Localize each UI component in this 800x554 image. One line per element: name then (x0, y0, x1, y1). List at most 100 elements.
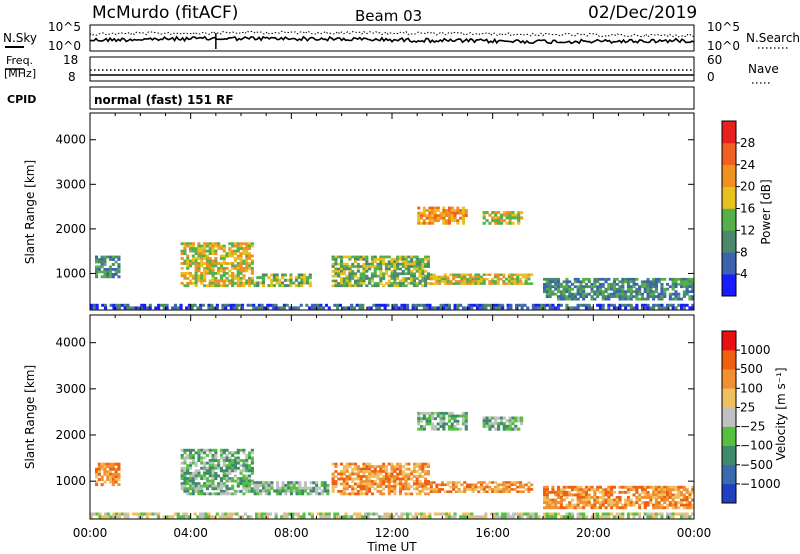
echo-cell (464, 512, 468, 516)
echo-cell (491, 416, 495, 420)
echo-cell (200, 489, 204, 493)
echo-cell (439, 303, 443, 307)
echo-cell (393, 467, 397, 471)
echo-cell (189, 471, 193, 475)
echo-cell (208, 262, 212, 265)
echo-cell (443, 483, 447, 487)
echo-cell (194, 252, 198, 255)
echo-cell (485, 273, 489, 276)
echo-cell (219, 454, 223, 457)
echo-cell (543, 290, 547, 294)
echo-cell (398, 465, 402, 468)
echo-cell (624, 297, 628, 301)
echo-cell (548, 285, 552, 289)
echo-cell (95, 258, 99, 261)
echo-cell (401, 255, 405, 259)
echo-cell (473, 303, 477, 307)
echo-cell (340, 490, 344, 493)
echo-cell (635, 290, 639, 294)
echo-cell (292, 489, 296, 493)
echo-cell (562, 285, 566, 289)
echo-cell (233, 469, 237, 473)
echo-cell (450, 214, 454, 217)
echo-cell (668, 285, 672, 289)
echo-cell (576, 280, 580, 284)
echo-cell (604, 512, 608, 516)
echo-cell (422, 303, 426, 307)
echo-cell (510, 273, 514, 276)
echo-cell (621, 280, 625, 284)
echo-cell (157, 515, 161, 519)
echo-cell (537, 306, 541, 310)
echo-cell (404, 462, 408, 466)
echo-cell (145, 515, 149, 519)
echo-cell (97, 470, 101, 474)
echo-cell (186, 471, 190, 475)
echo-cell (219, 257, 223, 260)
echo-cell (233, 464, 237, 468)
echo-cell (331, 265, 335, 268)
echo-cell (222, 484, 226, 488)
echo-cell (379, 492, 383, 496)
echo-cell (412, 465, 416, 468)
echo-cell (217, 267, 221, 270)
echo-cell (233, 259, 237, 263)
echo-cell (379, 255, 383, 259)
echo-cell (267, 486, 271, 490)
echo-cell (612, 503, 616, 507)
echo-cell (506, 306, 510, 310)
echo-cell (191, 492, 195, 496)
echo-cell (640, 292, 644, 296)
echo-cell (649, 512, 653, 516)
echo-cell (460, 483, 464, 487)
echo-cell (401, 265, 405, 268)
echo-cell (415, 470, 419, 473)
echo-cell (97, 260, 101, 264)
echo-cell (422, 411, 426, 415)
echo-cell (431, 427, 435, 431)
echo-cell (418, 265, 422, 268)
echo-cell (248, 262, 252, 265)
echo-cell (582, 506, 586, 510)
echo-cell (204, 515, 208, 519)
echo-cell (249, 303, 253, 307)
echo-cell (248, 484, 252, 488)
echo-cell (231, 244, 235, 248)
echo-cell (624, 277, 628, 281)
echo-cell (467, 515, 471, 519)
echo-cell (376, 482, 380, 486)
echo-cell (568, 297, 572, 301)
echo-cell (557, 493, 561, 497)
echo-cell (415, 487, 419, 491)
echo-cell (250, 469, 254, 473)
echo-cell (219, 448, 223, 452)
echo-cell (183, 262, 187, 265)
echo-cell (453, 211, 457, 215)
echo-cell (652, 277, 656, 281)
echo-cell (548, 295, 552, 298)
echo-cell (242, 451, 246, 455)
echo-cell (543, 285, 547, 289)
echo-cell (635, 488, 639, 492)
echo-cell (565, 285, 569, 289)
echo-cell (404, 492, 408, 496)
echo-cell (203, 469, 207, 473)
echo-cell (120, 303, 124, 307)
echo-cell (95, 273, 99, 276)
cpid-frame (89, 86, 695, 110)
echo-cell (299, 515, 303, 519)
echo-cell (214, 448, 218, 452)
echo-cell (418, 272, 422, 276)
echo-cell (143, 512, 147, 516)
echo-cell (387, 477, 391, 481)
echo-cell (454, 273, 458, 276)
echo-cell (571, 503, 575, 507)
echo-cell (342, 492, 346, 496)
echo-cell (376, 472, 380, 476)
echo-cell (610, 498, 614, 502)
echo-cell (671, 287, 675, 291)
echo-cell (576, 488, 580, 492)
echo-cell (396, 274, 400, 278)
echo-cell (368, 277, 372, 280)
echo-cell (97, 472, 101, 476)
